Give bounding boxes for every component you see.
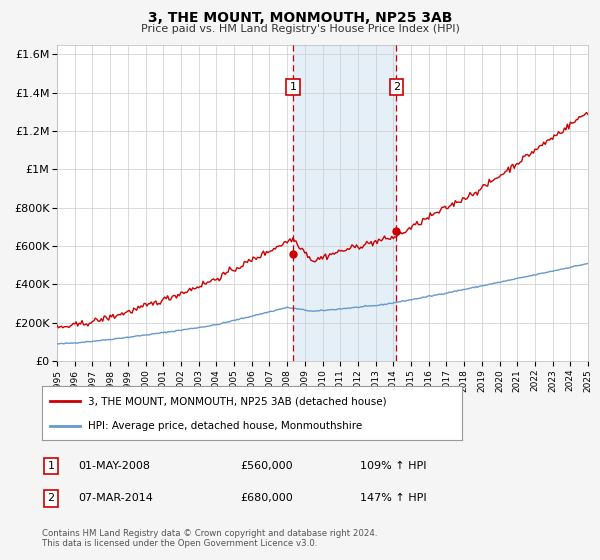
Text: 1: 1: [289, 82, 296, 92]
Text: 2: 2: [47, 493, 55, 503]
Text: 2: 2: [393, 82, 400, 92]
Text: HPI: Average price, detached house, Monmouthshire: HPI: Average price, detached house, Monm…: [88, 421, 362, 431]
Text: 147% ↑ HPI: 147% ↑ HPI: [360, 493, 427, 503]
Bar: [293, 45, 397, 361]
Text: 109% ↑ HPI: 109% ↑ HPI: [360, 461, 427, 471]
Text: 3, THE MOUNT, MONMOUTH, NP25 3AB (detached house): 3, THE MOUNT, MONMOUTH, NP25 3AB (detach…: [88, 396, 387, 407]
Text: 1: 1: [47, 461, 55, 471]
Text: 01-MAY-2008: 01-MAY-2008: [78, 461, 150, 471]
Text: 3, THE MOUNT, MONMOUTH, NP25 3AB: 3, THE MOUNT, MONMOUTH, NP25 3AB: [148, 11, 452, 25]
Text: Contains HM Land Registry data © Crown copyright and database right 2024.: Contains HM Land Registry data © Crown c…: [42, 529, 377, 538]
Text: £680,000: £680,000: [240, 493, 293, 503]
Text: This data is licensed under the Open Government Licence v3.0.: This data is licensed under the Open Gov…: [42, 539, 317, 548]
Text: 07-MAR-2014: 07-MAR-2014: [78, 493, 153, 503]
Text: Price paid vs. HM Land Registry's House Price Index (HPI): Price paid vs. HM Land Registry's House …: [140, 24, 460, 34]
Text: £560,000: £560,000: [240, 461, 293, 471]
